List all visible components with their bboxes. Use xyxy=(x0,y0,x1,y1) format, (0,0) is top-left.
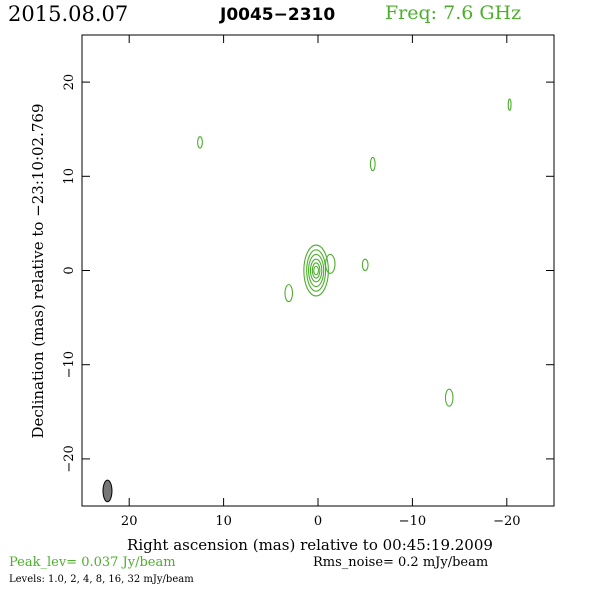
component-contour xyxy=(507,98,512,111)
component-contour xyxy=(325,253,336,274)
contour-group xyxy=(102,98,512,503)
rms-noise: Rms_noise= 0.2 mJy/beam xyxy=(313,555,489,570)
x-tick-label: 20 xyxy=(121,514,138,529)
component-contour xyxy=(444,388,454,407)
beam-ellipse xyxy=(102,479,113,503)
source-name: J0045−2310 xyxy=(220,5,336,25)
component-contour xyxy=(361,258,369,272)
y-axis-label: Declination (mas) relative to −23:10:02.… xyxy=(29,103,47,438)
core-contour xyxy=(313,265,320,276)
y-tick-label: −20 xyxy=(62,445,77,472)
y-tick-label: 0 xyxy=(62,266,77,274)
y-tick-label: 20 xyxy=(62,74,77,91)
observation-date: 2015.08.07 xyxy=(8,2,129,26)
core-contour xyxy=(303,244,329,297)
y-tick-label: 10 xyxy=(62,168,77,185)
x-axis-label: Right ascension (mas) relative to 00:45:… xyxy=(127,536,493,554)
x-tick-labels: 20 10 0 −10 −20 xyxy=(121,514,521,529)
contour-levels: Levels: 1.0, 2, 4, 8, 16, 32 mJy/beam xyxy=(9,574,194,585)
component-contour xyxy=(197,136,203,149)
core-contour xyxy=(308,253,325,288)
core-contour xyxy=(306,249,327,292)
plot-frame xyxy=(81,34,555,507)
x-tick-label: −20 xyxy=(493,514,520,529)
tick-marks xyxy=(82,35,554,506)
component-contour xyxy=(369,156,376,172)
y-tick-labels: 20 10 0 −10 −20 xyxy=(62,74,77,473)
observing-frequency: Freq: 7.6 GHz xyxy=(385,2,522,24)
y-tick-label: −10 xyxy=(62,351,77,378)
peak-level: Peak_lev= 0.037 Jy/beam xyxy=(9,555,176,570)
x-tick-label: −10 xyxy=(399,514,426,529)
core-contour xyxy=(309,258,323,283)
component-contour xyxy=(284,284,294,303)
x-tick-label: 10 xyxy=(215,514,232,529)
core-contour xyxy=(311,262,321,279)
x-tick-label: 0 xyxy=(314,514,322,529)
